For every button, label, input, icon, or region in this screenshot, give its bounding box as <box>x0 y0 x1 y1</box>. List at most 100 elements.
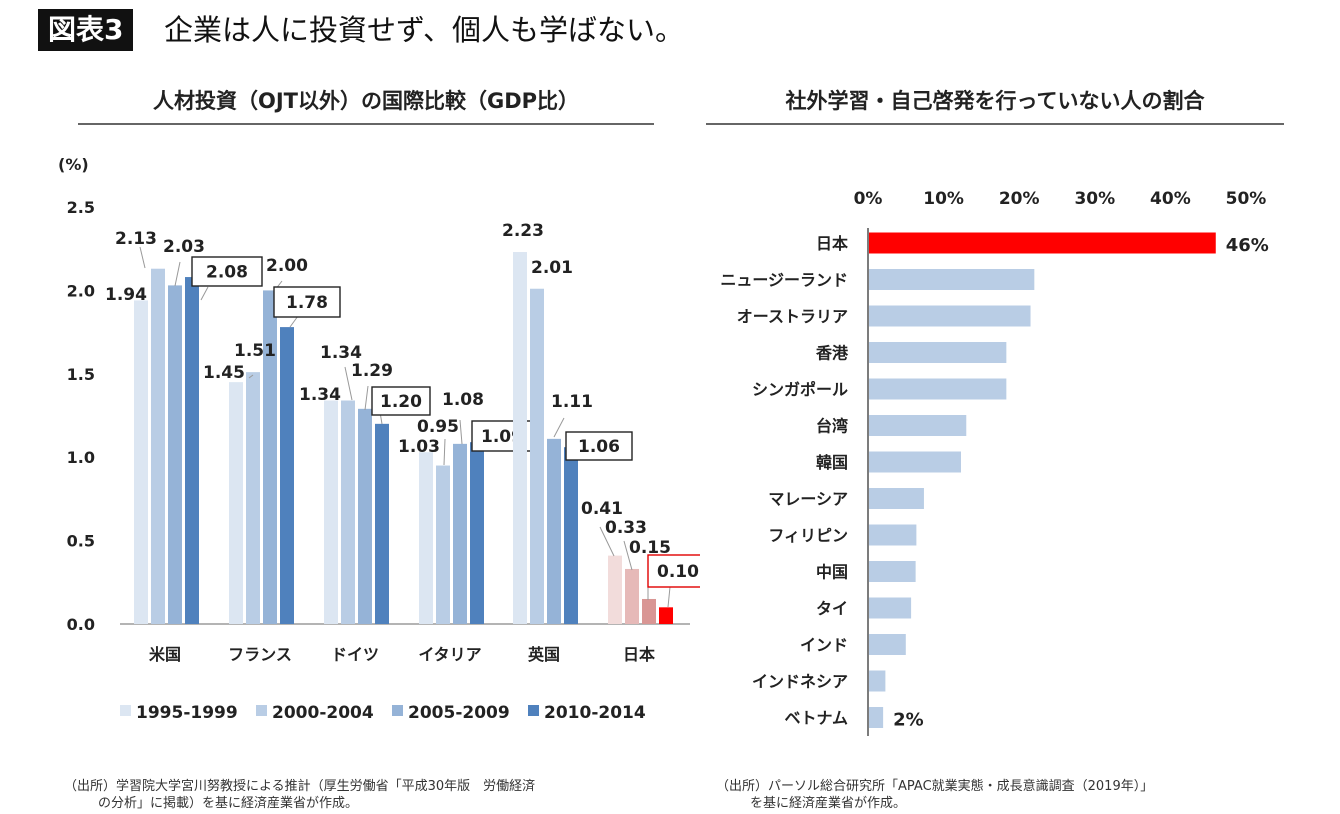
y-tick-label: 0.5 <box>67 532 95 551</box>
bar-フランス-2005-2009 <box>263 290 277 624</box>
category-label: タイ <box>816 599 848 618</box>
bar-英国-2000-2004 <box>530 288 544 624</box>
category-label: 香港 <box>815 344 849 363</box>
data-label: 0.95 <box>417 417 459 437</box>
data-label: 1.29 <box>351 361 393 381</box>
data-label: 1.51 <box>234 341 276 361</box>
bar-イタリア-2010-2014 <box>470 442 484 624</box>
bar-香港 <box>869 342 1007 363</box>
bar-中国 <box>869 561 916 582</box>
bar-ニュージーランド <box>869 269 1035 290</box>
y-tick-label: 2.5 <box>67 198 95 217</box>
data-label: 1.45 <box>203 363 245 383</box>
left-title-rule <box>78 123 654 125</box>
bar-ベトナム <box>869 707 884 728</box>
right-chart-title: 社外学習・自己啓発を行っていない人の割合 <box>785 89 1205 113</box>
category-label: 中国 <box>816 563 848 582</box>
bar-インドネシア <box>869 670 886 692</box>
category-label: 日本 <box>816 234 848 253</box>
y-tick-label: 1.0 <box>67 448 95 467</box>
x-tick-label: 英国 <box>527 645 560 664</box>
data-label: 1.94 <box>105 285 147 305</box>
leader-line <box>139 246 146 269</box>
x-tick-label: 日本 <box>623 645 655 664</box>
x-tick-label: フランス <box>228 645 292 664</box>
data-label: 2.01 <box>531 258 573 278</box>
category-label: ニュージーランド <box>720 271 848 290</box>
bar-ドイツ-1995-1999 <box>324 400 338 624</box>
data-label: 2.03 <box>163 237 205 257</box>
y-tick-label: 1.5 <box>67 365 95 384</box>
category-label: シンガポール <box>752 380 848 399</box>
data-label: 2.13 <box>115 229 157 249</box>
leader-line <box>623 540 633 571</box>
bar-日本-2000-2004 <box>625 568 639 624</box>
data-label: 1.78 <box>286 293 328 313</box>
x-tick-label: 米国 <box>149 645 181 664</box>
data-label: 2% <box>893 710 924 731</box>
category-label: インドネシア <box>752 672 848 691</box>
bar-ドイツ-2000-2004 <box>341 400 355 624</box>
category-label: マレーシア <box>768 490 848 509</box>
leader-line <box>553 417 565 438</box>
leader-line <box>459 419 463 445</box>
legend-label: 2010-2014 <box>544 703 646 723</box>
main-title: 企業は人に投資せず、個人も学ばない。 <box>164 13 684 47</box>
bar-韓国 <box>869 451 961 473</box>
left-chart-title: 人材投資（OJT以外）の国際比較（GDP比） <box>152 89 580 113</box>
leader-line <box>174 261 181 287</box>
legend-swatch <box>120 705 131 716</box>
bar-米国-1995-1999 <box>134 300 148 624</box>
figure-number-badge: 図表3 <box>38 9 134 51</box>
category-label: オーストラリア <box>737 307 848 326</box>
highlight-box <box>191 256 263 287</box>
category-label: 台湾 <box>816 417 848 436</box>
bar-米国-2005-2009 <box>168 285 182 624</box>
data-label: 1.09 <box>481 427 523 447</box>
x-tick-label: 40% <box>1150 189 1191 209</box>
highlight-box <box>647 554 700 588</box>
bar-フランス-2010-2014 <box>280 327 294 624</box>
highlight-box <box>273 286 341 318</box>
data-label: 1.06 <box>578 437 620 457</box>
bar-米国-2000-2004 <box>151 268 165 624</box>
bar-日本-2005-2009 <box>642 598 656 624</box>
left-source-note: （出所）学習院大学宮川努教授による推計（厚生労働省「平成30年版 労働経済 の分… <box>64 778 694 812</box>
left-source-line-2: の分析」に掲載）を基に経済産業省が作成。 <box>98 796 359 811</box>
x-tick-label: ドイツ <box>331 645 379 664</box>
bar-イタリア-2005-2009 <box>453 443 467 624</box>
data-label: 0.33 <box>605 518 647 538</box>
no-self-study-ratio-chart: 0% 10% 20% 30% 40% 50% 日本 46% ニュージーランドオーストラリア香港シ… <box>720 189 1269 736</box>
bar-日本-2010-2014 <box>659 607 673 624</box>
legend-swatch <box>256 705 267 716</box>
bar-英国-2005-2009 <box>547 438 561 624</box>
right-source-line-1: （出所）パーソル総合研究所「APAC就業実態・成長意識調査（2019年）」 <box>716 779 1154 794</box>
leader-line <box>248 374 254 379</box>
data-label: 0.10 <box>657 562 699 582</box>
bar-フランス-1995-1999 <box>229 382 243 624</box>
category-label: フィリピン <box>768 526 848 545</box>
right-source-note: （出所）パーソル総合研究所「APAC就業実態・成長意識調査（2019年）」 を基… <box>716 778 1316 812</box>
x-tick-label: 30% <box>1074 189 1115 209</box>
x-tick-label: 50% <box>1226 189 1267 209</box>
data-label: 0.15 <box>629 538 671 558</box>
bar-英国-1995-1999 <box>513 252 527 624</box>
y-axis-unit-label: (%) <box>58 155 89 174</box>
bar-シンガポール <box>869 378 1007 400</box>
data-label: 46% <box>1226 235 1269 256</box>
y-tick-label: 2.0 <box>67 281 95 300</box>
left-source-line-1: （出所）学習院大学宮川努教授による推計（厚生労働省「平成30年版 労働経済 <box>64 779 536 794</box>
leader-line <box>344 366 353 401</box>
data-label: 0.41 <box>581 499 623 519</box>
leader-line <box>364 385 369 411</box>
bar-フィリピン <box>869 524 917 546</box>
bar-イタリア-2000-2004 <box>436 465 450 624</box>
data-label: 1.11 <box>551 392 593 412</box>
right-title-rule <box>706 123 1284 125</box>
bar-ドイツ-2010-2014 <box>375 423 389 624</box>
category-label: ベトナム <box>784 709 848 728</box>
data-label: 1.34 <box>320 343 362 363</box>
highlight-box <box>371 386 431 416</box>
legend-swatch <box>528 705 539 716</box>
legend-label: 2005-2009 <box>408 703 510 723</box>
